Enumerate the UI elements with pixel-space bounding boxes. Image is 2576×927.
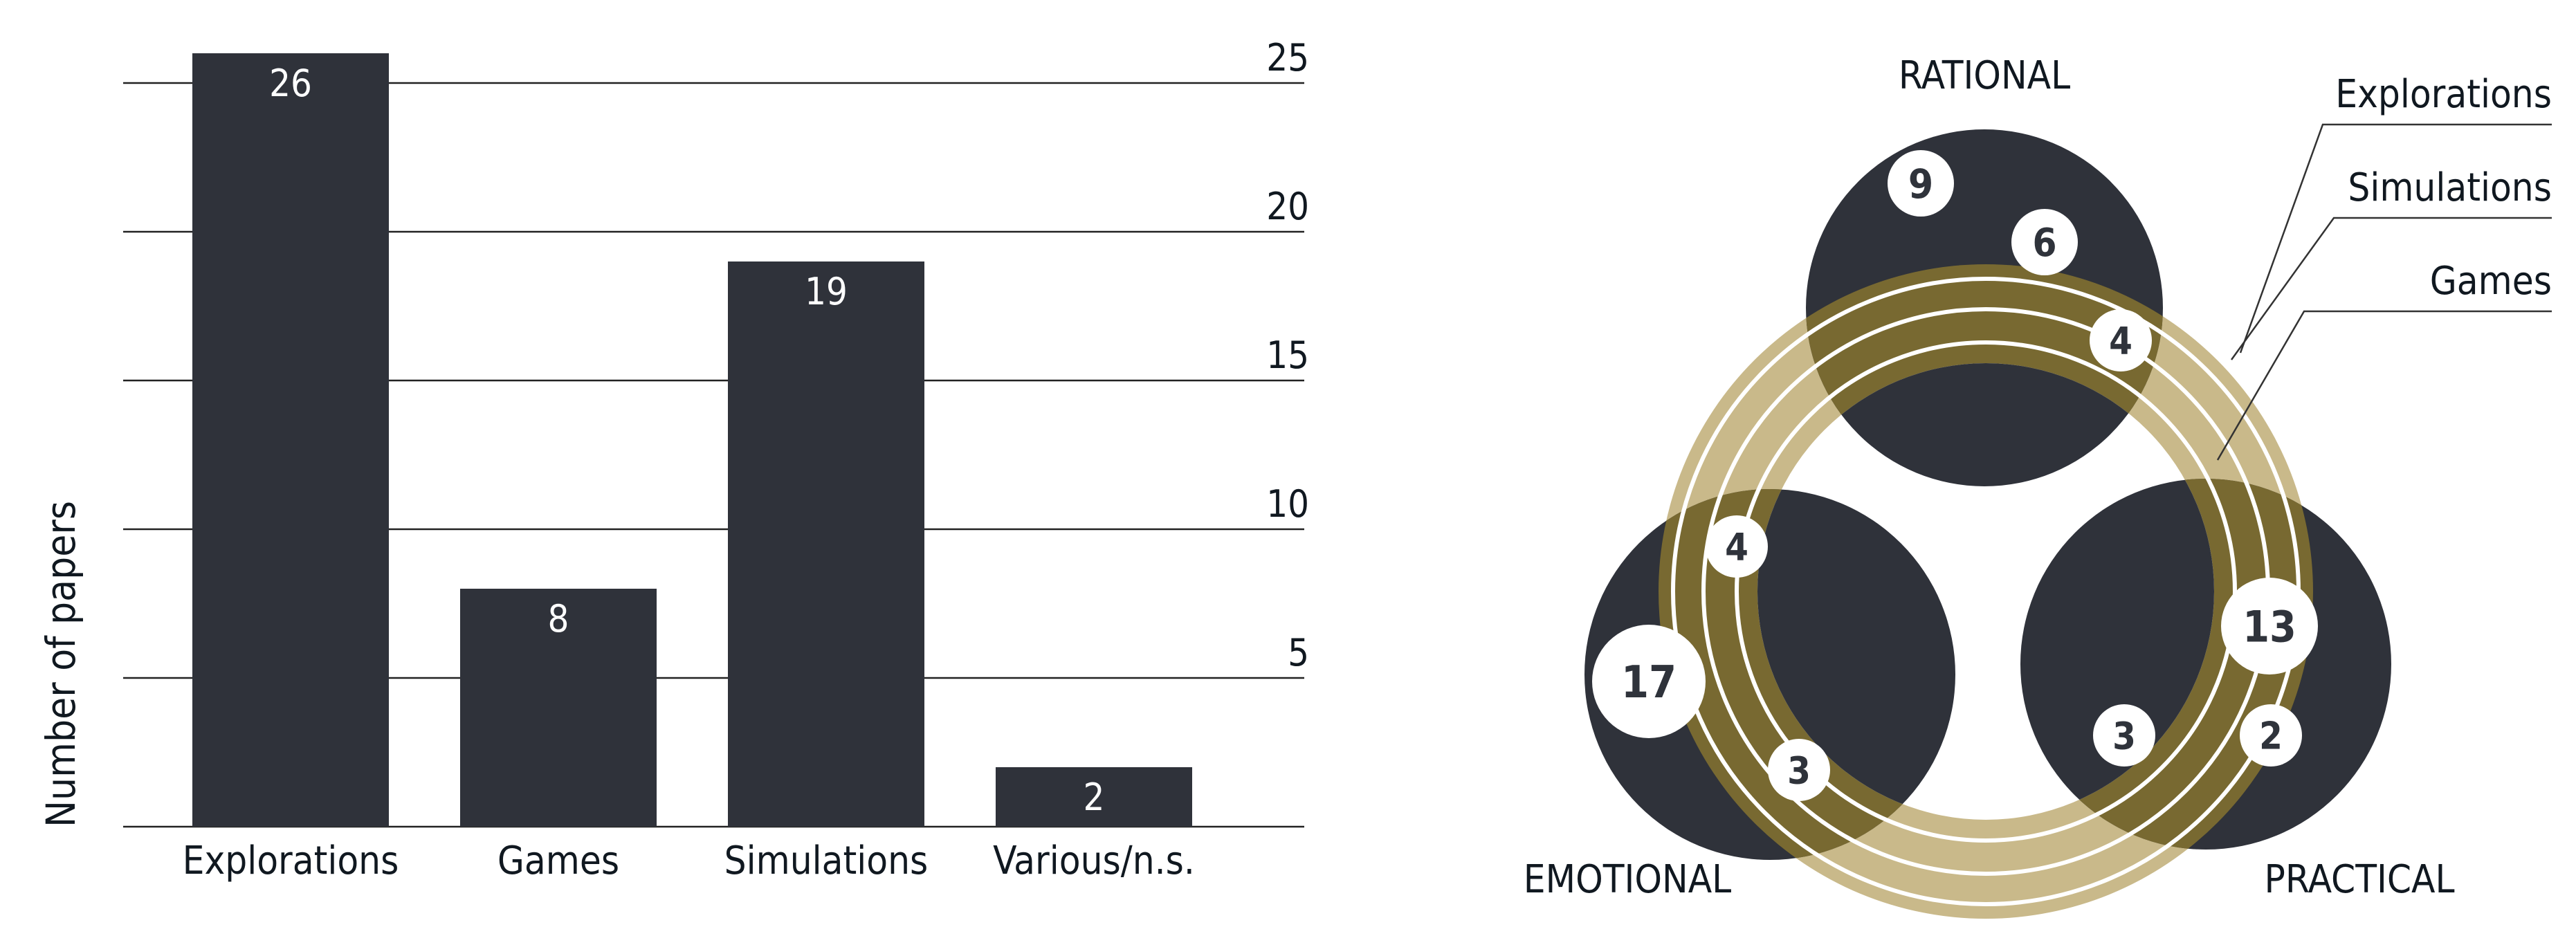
x-category-label: Games xyxy=(497,838,619,883)
bar xyxy=(996,767,1192,827)
value-badge-label: 17 xyxy=(1621,657,1677,708)
value-badge xyxy=(1888,150,1954,217)
y-tick-label: 25 xyxy=(1266,36,1309,80)
value-badge xyxy=(1768,739,1830,801)
x-category-label: Various/n.s. xyxy=(993,838,1195,883)
y-tick-label: 20 xyxy=(1266,185,1309,228)
legend-leader-line xyxy=(2216,310,2552,461)
dimension-label: PRACTICAL xyxy=(2264,857,2454,902)
y-tick-label: 5 xyxy=(1288,631,1309,674)
y-tick-label: 15 xyxy=(1266,333,1309,377)
legend-leader-line xyxy=(2239,123,2552,354)
x-category-label: Simulations xyxy=(724,838,929,883)
bar-chart: 5 10 15 20 25 26 Explorations 8 Games 19 Simulatio… xyxy=(37,36,1309,883)
value-badge xyxy=(2221,578,2318,674)
dimension-label: EMOTIONAL xyxy=(1524,857,1731,902)
venn-diagram: RATIONAL EMOTIONAL PRACTICAL Explorations Si… xyxy=(1524,53,2552,919)
value-badge xyxy=(2093,704,2155,767)
series-legend-label: Games xyxy=(2430,259,2552,304)
y-axis-label: Number of papers xyxy=(37,501,84,827)
value-badge-label: 2 xyxy=(2259,714,2283,758)
bar-value-label: 8 xyxy=(548,597,569,641)
value-badge xyxy=(1706,515,1768,578)
value-badge-label: 4 xyxy=(1725,525,1748,569)
y-tick-label: 10 xyxy=(1266,482,1309,526)
bar-value-label: 2 xyxy=(1084,775,1105,819)
value-badge xyxy=(2011,209,2078,275)
legend-leader-line xyxy=(2230,217,2552,360)
value-badge-label: 3 xyxy=(1787,749,1811,792)
value-badge-label: 4 xyxy=(2109,319,2132,362)
series-legend-label: Simulations xyxy=(2348,165,2552,210)
bar xyxy=(192,53,389,827)
value-badge-label: 9 xyxy=(1908,160,1933,208)
series-legend-label: Explorations xyxy=(2335,72,2552,117)
x-category-label: Explorations xyxy=(183,838,399,883)
value-badge-label: 6 xyxy=(2032,221,2056,266)
ring-line xyxy=(1735,340,2237,843)
dimension-circle-inner xyxy=(1806,363,2163,486)
value-badge xyxy=(2090,309,2152,371)
bar xyxy=(460,589,657,827)
value-badge xyxy=(1592,625,1706,738)
bar xyxy=(728,261,924,827)
value-badge-label: 3 xyxy=(2112,714,2136,758)
bar-value-label: 19 xyxy=(805,270,848,313)
value-badge xyxy=(2240,704,2302,767)
dimension-label: RATIONAL xyxy=(1899,53,2070,98)
bar-value-label: 26 xyxy=(269,62,312,105)
value-badge-label: 13 xyxy=(2242,601,2296,652)
